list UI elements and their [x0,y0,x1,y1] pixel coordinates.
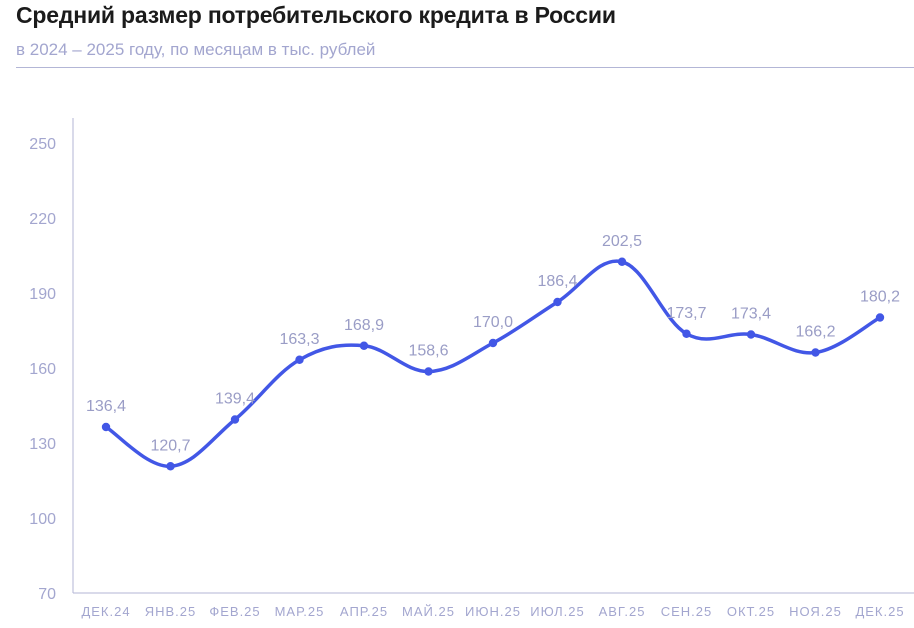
y-tick-label: 100 [29,511,56,528]
data-point [101,422,111,432]
data-point [295,355,304,364]
y-tick-label: 130 [29,436,56,453]
data-label: 166,2 [795,324,835,341]
data-point [424,367,433,376]
data-label: 170,0 [473,314,513,331]
x-tick-label: СЕН.25 [661,604,713,619]
header-divider [16,67,914,68]
y-tick-label: 250 [29,136,56,153]
data-label: 136,4 [86,398,126,415]
x-tick-label: МАЙ.25 [402,604,455,619]
data-point [682,329,691,338]
x-tick-label: ФЕВ.25 [209,604,260,619]
data-point [811,348,820,357]
y-tick-label: 70 [38,586,56,603]
x-tick-label: ИЮН.25 [465,604,521,619]
y-tick-label: 220 [29,211,56,228]
x-tick-label: МАР.25 [275,604,325,619]
data-point [166,462,175,471]
data-label: 186,4 [537,273,577,290]
page-subtitle: в 2024 – 2025 году, по месяцам в тыс. ру… [16,40,376,59]
data-label: 163,3 [279,331,319,348]
y-tick-label: 160 [29,361,56,378]
data-point [553,297,562,307]
x-axis-ticks: ДЕК.24 ЯНВ.25 ФЕВ.25 МАР.25 АПР.25 МАЙ.25 ИЮН.… [81,604,904,619]
x-tick-label: ДЕК.24 [81,604,130,619]
series-line [104,259,882,469]
x-tick-label: АВГ.25 [599,604,646,619]
data-point [617,257,627,266]
data-label: 173,7 [666,305,706,322]
data-label: 202,5 [602,233,642,250]
data-label: 120,7 [150,437,190,454]
data-label: 168,9 [344,317,384,334]
data-point [488,338,498,348]
x-tick-label: ИЮЛ.25 [530,604,585,619]
chart-axes [72,118,914,594]
x-tick-label: ЯНВ.25 [145,604,197,619]
y-axis-ticks: 70 100 130 160 190 220 250 [29,136,56,603]
chart-data-labels: 136,4 120,7 139,4 163,3 168,9 158,6 170,0 186,4… [86,233,900,455]
data-point [359,341,369,350]
x-tick-label: АПР.25 [340,604,388,619]
data-label: 180,2 [860,289,900,306]
y-tick-label: 190 [29,286,56,303]
data-point [875,313,885,322]
x-tick-label: ОКТ.25 [727,604,775,619]
data-point [230,415,240,424]
data-label: 158,6 [408,343,448,360]
page-title: Средний размер потребительского кредита … [16,2,616,28]
x-tick-label: НОЯ.25 [789,604,842,619]
data-label: 173,4 [731,306,771,323]
data-point [746,330,756,339]
x-tick-label: ДЕК.25 [855,604,904,619]
data-label: 139,4 [215,391,255,408]
chart-series [101,257,885,471]
